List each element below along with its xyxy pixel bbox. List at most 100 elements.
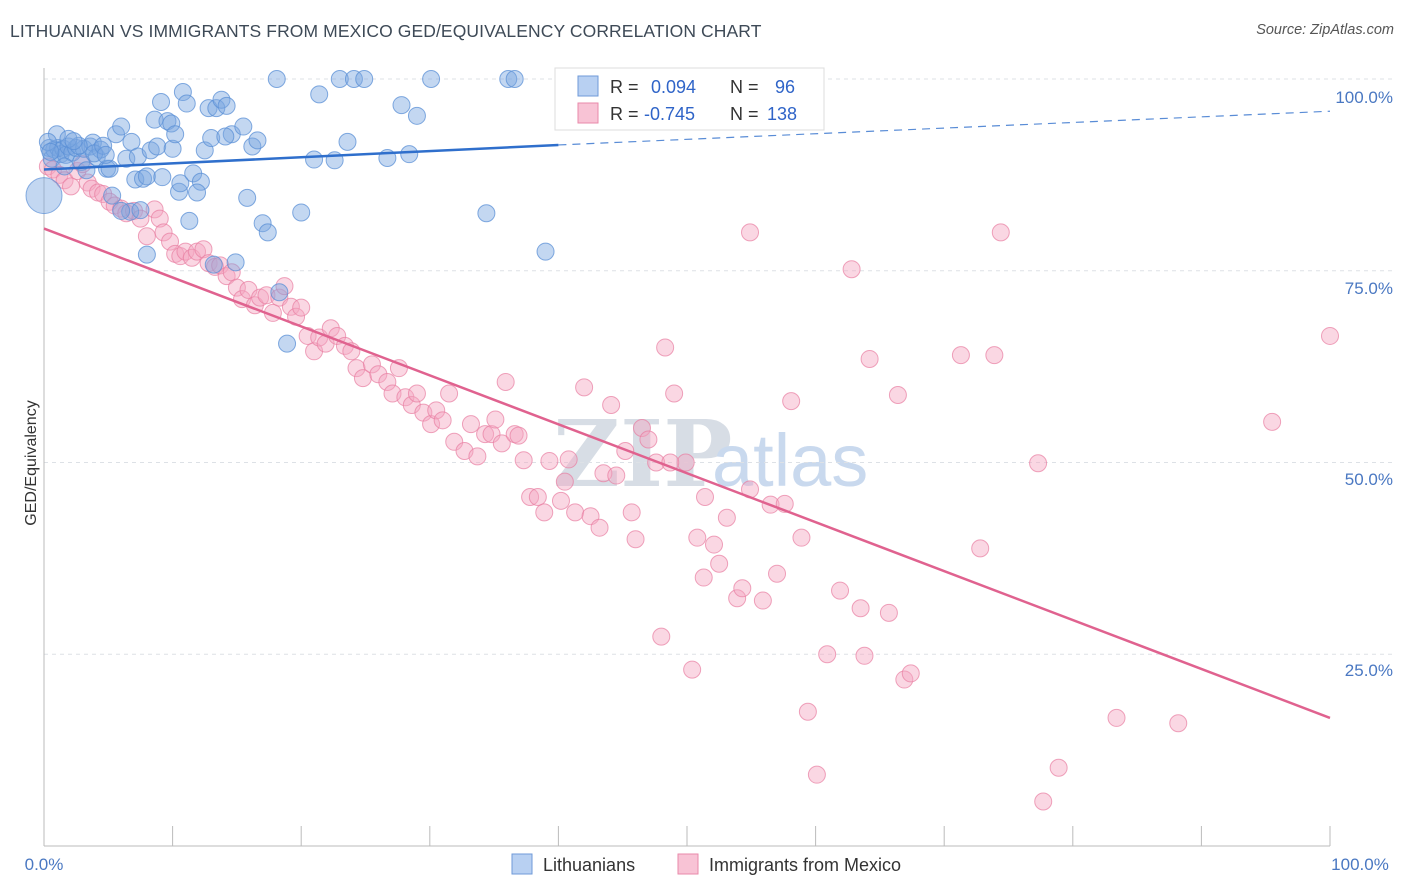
data-point-mexico [227, 278, 246, 297]
data-point-mexico [855, 646, 874, 665]
data-point-mexico [468, 447, 487, 466]
data-point-lithuanians [258, 223, 277, 242]
data-point-mexico [831, 581, 850, 600]
data-point-lithuanians [67, 139, 86, 158]
data-point-mexico [62, 177, 81, 196]
data-point-mexico [445, 432, 464, 451]
chart-title: LITHUANIAN VS IMMIGRANTS FROM MEXICO GED… [10, 21, 762, 41]
data-point-lithuanians [126, 170, 145, 189]
data-point-lithuanians [422, 70, 441, 88]
data-point-lithuanians [191, 172, 210, 191]
data-point-lithuanians [310, 85, 329, 104]
data-point-mexico [482, 425, 501, 444]
data-point-mexico [842, 260, 861, 279]
data-point-lithuanians [202, 129, 221, 148]
trend-line-lithuanians-extension [558, 110, 1331, 146]
data-point-mexico [741, 223, 760, 242]
legend-r-label: R = [610, 104, 639, 124]
data-point-mexico [150, 209, 169, 228]
data-point-lithuanians [278, 334, 297, 353]
data-point-lithuanians [180, 211, 199, 230]
data-point-mexico [559, 450, 578, 469]
data-point-lithuanians [253, 214, 272, 233]
data-point-mexico [440, 384, 459, 403]
data-point-mexico [1263, 412, 1282, 431]
data-point-mexico [551, 491, 570, 510]
data-point-lithuanians [171, 174, 190, 193]
data-point-mexico [396, 388, 415, 407]
data-point-lithuanians [477, 204, 496, 223]
data-point-lithuanians [226, 253, 245, 272]
data-point-mexico [991, 223, 1010, 242]
data-point-mexico [528, 488, 547, 507]
data-point-mexico [194, 240, 213, 259]
data-point-mexico [535, 503, 554, 522]
data-point-mexico [676, 453, 695, 472]
data-point-lithuanians [216, 127, 235, 146]
legend-n-label: N = [730, 104, 759, 124]
data-point-mexico [1321, 326, 1339, 345]
data-point-mexico [733, 579, 752, 598]
data-point-lithuanians [137, 245, 156, 264]
legend-n-value: 138 [767, 104, 797, 124]
series-legend: Lithuanians Immigrants from Mexico [511, 853, 901, 875]
trend-lines [43, 110, 1331, 720]
data-point-mexico [768, 564, 787, 583]
legend-n-value: 96 [775, 77, 795, 97]
data-point-mexico [710, 554, 729, 573]
data-point-lithuanians [103, 186, 122, 205]
watermark-zip: ZIP [553, 400, 732, 508]
legend-label-lithuanians: Lithuanians [543, 855, 635, 875]
data-point-mexico [476, 425, 495, 444]
x-tick-label: 0.0% [25, 855, 64, 874]
data-point-mexico [590, 518, 609, 537]
data-point-mexico [951, 346, 970, 365]
data-point-mexico [433, 411, 452, 430]
source-label: Source: ZipAtlas.com [1256, 22, 1394, 38]
data-point-lithuanians [407, 106, 426, 125]
data-point-mexico [688, 528, 707, 547]
data-point-lithuanians [338, 132, 357, 151]
data-point-mexico [281, 297, 300, 316]
data-point-mexico [622, 503, 641, 522]
data-point-lithuanians [96, 145, 115, 164]
data-point-lithuanians [536, 242, 555, 261]
data-point-lithuanians [305, 150, 324, 169]
data-point-lithuanians [392, 96, 411, 115]
data-point-lithuanians [145, 110, 164, 129]
data-point-lithuanians [330, 70, 349, 88]
data-point-mexico [353, 369, 372, 388]
legend-swatch-mexico [677, 853, 699, 875]
data-point-mexico [626, 530, 645, 549]
data-point-mexico [901, 664, 920, 683]
data-point-lithuanians [267, 70, 286, 88]
data-point-mexico [798, 702, 817, 721]
data-point-mexico [514, 451, 533, 470]
data-point-mexico [566, 503, 585, 522]
data-point-mexico [292, 298, 311, 317]
data-point-lithuanians [400, 145, 419, 164]
data-point-lithuanians [112, 201, 131, 220]
data-point-mexico [860, 349, 879, 368]
data-point-mexico [145, 200, 164, 219]
data-point-mexico [369, 365, 388, 384]
data-point-lithuanians [131, 201, 150, 220]
data-point-mexico [347, 359, 366, 378]
data-point-mexico [509, 426, 528, 445]
data-point-lithuanians [112, 117, 131, 136]
data-point-mexico [807, 765, 826, 784]
data-point-mexico [717, 508, 736, 527]
data-point-mexico [1029, 454, 1048, 473]
series-lithuanians [25, 70, 601, 353]
data-point-lithuanians [217, 96, 236, 115]
data-point-mexico [652, 627, 671, 646]
data-point-mexico [1034, 792, 1053, 811]
data-point-mexico [540, 451, 559, 470]
data-point-mexico [753, 591, 772, 610]
data-point-mexico [632, 418, 651, 437]
data-point-lithuanians [55, 157, 74, 176]
x-tick-label: 100.0% [1331, 855, 1389, 874]
data-point-mexico [94, 185, 113, 204]
data-point-mexico [407, 384, 426, 403]
